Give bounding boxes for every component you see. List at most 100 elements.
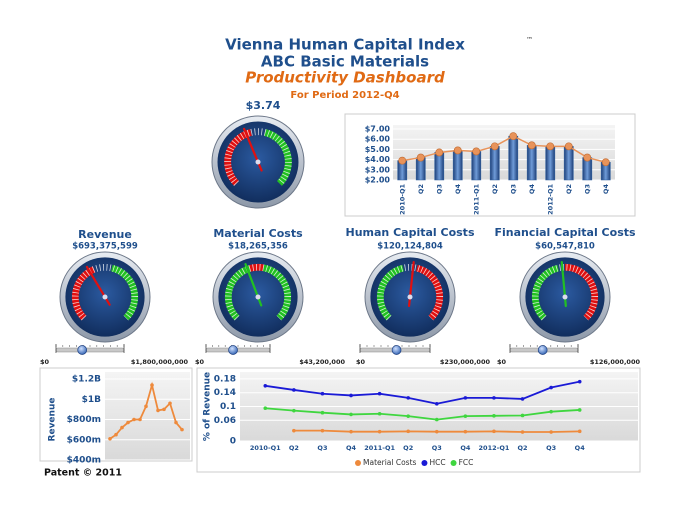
line-marker xyxy=(564,142,573,151)
line-marker xyxy=(434,401,439,406)
legend-label: HCC xyxy=(429,458,445,467)
slider-label: $1,800,000,000 xyxy=(131,358,189,366)
y-tick-label: $4.00 xyxy=(365,155,391,164)
slider-label: $126,000,000 xyxy=(590,358,641,366)
bar xyxy=(434,152,445,181)
period: For Period 2012-Q4 xyxy=(290,90,399,101)
gauge-zone xyxy=(262,264,292,321)
line-marker xyxy=(349,412,353,417)
gauge-title: Human Capital Costs xyxy=(346,226,475,239)
plot-bg xyxy=(393,125,615,180)
y-axis-label: % of Revenue xyxy=(203,372,213,441)
x-tick-label: 2010-Q1 xyxy=(398,184,406,215)
bar xyxy=(452,150,463,181)
x-tick-label: 2010-Q1 xyxy=(250,444,281,452)
x-tick-label: Q3 xyxy=(509,184,517,194)
gauge-title: Revenue xyxy=(78,228,132,241)
line-marker xyxy=(546,142,555,151)
gauge-ticks xyxy=(224,128,292,186)
gauge-hub xyxy=(407,294,413,300)
gauge-value: $18,265,356 xyxy=(228,242,288,252)
bar xyxy=(508,135,519,181)
x-tick-label: 2012-Q1 xyxy=(479,444,510,452)
x-tick-label: Q4 xyxy=(346,444,357,452)
gauge-zone xyxy=(224,129,252,186)
line-marker xyxy=(577,429,582,434)
line-marker xyxy=(583,153,592,162)
line-marker xyxy=(132,417,136,422)
line-marker xyxy=(492,396,496,400)
line-marker xyxy=(377,411,382,416)
line-marker xyxy=(320,410,325,415)
line-marker xyxy=(180,427,184,432)
gauge-title: Financial Capital Costs xyxy=(494,226,636,239)
line-marker xyxy=(601,158,610,167)
line-marker xyxy=(527,141,536,150)
line-marker xyxy=(492,414,496,418)
bar xyxy=(563,146,574,181)
x-tick-label: Q3 xyxy=(317,444,327,452)
line-marker xyxy=(549,385,553,390)
slider-label: $43,200,000 xyxy=(299,358,345,366)
line xyxy=(265,407,580,421)
line-marker xyxy=(490,142,499,151)
line-marker xyxy=(126,420,130,425)
x-tick-label: Q4 xyxy=(575,444,586,452)
gauge-ticks xyxy=(71,264,139,321)
x-tick-label: 2011-Q1 xyxy=(364,444,395,452)
legend-label: FCC xyxy=(459,458,474,467)
line-marker xyxy=(406,396,411,400)
y-tick-label: 0.1 xyxy=(220,402,236,412)
y-tick-label: $600m xyxy=(67,435,101,445)
gauge-ticks xyxy=(224,264,292,321)
y-tick-label: 0.14 xyxy=(214,388,236,398)
line-marker xyxy=(549,430,553,434)
y-tick-label: $400m xyxy=(67,456,101,466)
x-tick-label: Q2 xyxy=(565,184,573,194)
legend-marker xyxy=(450,460,457,466)
line-marker xyxy=(120,425,124,430)
plot-bg xyxy=(105,372,190,460)
line-marker xyxy=(463,396,468,400)
x-tick-label: Q4 xyxy=(602,184,610,195)
x-tick-label: 2012-Q1 xyxy=(546,184,554,215)
line-marker xyxy=(168,401,172,406)
y-tick-label: $5.00 xyxy=(365,145,391,154)
x-tick-label: Q4 xyxy=(454,184,462,195)
line-marker xyxy=(520,397,525,401)
line-marker xyxy=(398,156,407,165)
line-marker xyxy=(138,417,142,422)
y-tick-label: $7.00 xyxy=(365,125,391,134)
slider-label: $0 xyxy=(40,358,50,366)
line-marker xyxy=(144,404,148,409)
line-marker xyxy=(549,409,553,414)
slider-track xyxy=(55,347,125,353)
line-marker xyxy=(292,428,296,433)
gauge-value: $3.74 xyxy=(246,99,281,112)
line-marker xyxy=(577,408,582,412)
line-marker xyxy=(416,153,425,162)
line-marker xyxy=(406,414,411,418)
bar xyxy=(489,146,500,181)
line-marker xyxy=(320,391,325,396)
line-marker xyxy=(520,413,525,418)
trademark: ™ xyxy=(526,36,533,44)
line-marker xyxy=(434,429,439,434)
company: ABC Basic Materials xyxy=(261,53,429,71)
gauge-zone xyxy=(110,264,139,321)
line-marker xyxy=(349,429,353,434)
gauge-hub xyxy=(255,294,261,300)
gauge-title: Material Costs xyxy=(213,227,303,240)
line-marker xyxy=(435,148,444,157)
legend-label: Material Costs xyxy=(363,458,417,467)
bar xyxy=(526,145,537,181)
line-marker xyxy=(292,388,296,392)
line-marker xyxy=(463,429,468,434)
x-tick-label: 2011-Q1 xyxy=(472,184,480,215)
title: Vienna Human Capital Index xyxy=(225,36,465,54)
gauge-value: $120,124,804 xyxy=(377,242,443,252)
y-tick-label: $2.00 xyxy=(365,176,391,185)
line-marker xyxy=(150,383,154,387)
